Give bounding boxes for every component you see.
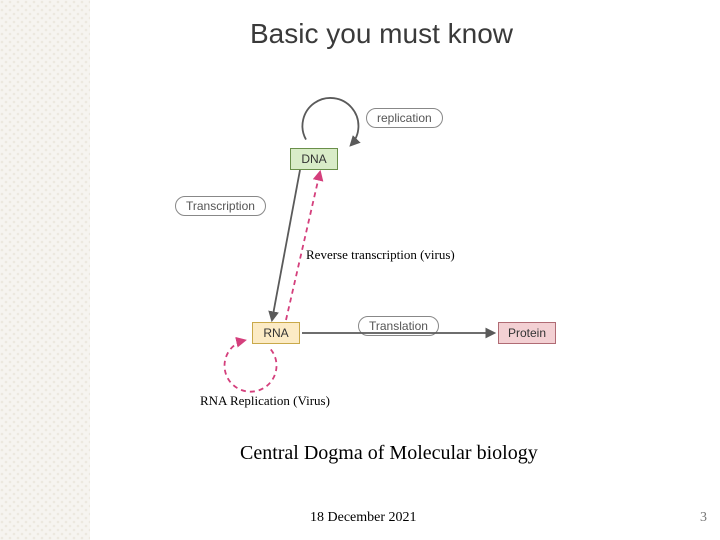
annotation-reverse-transcription: Reverse transcription (virus) [306,247,455,263]
node-dna-label: DNA [301,152,326,166]
process-transcription-label: Transcription [186,199,255,213]
page-title: Basic you must know [250,18,513,50]
slide-number: 3 [700,510,707,526]
node-rna: RNA [252,322,300,344]
node-dna: DNA [290,148,338,170]
diagram-caption: Central Dogma of Molecular biology [240,442,538,465]
process-translation: Translation [358,316,439,336]
process-replication: replication [366,108,443,128]
node-rna-label: RNA [263,326,288,340]
process-translation-label: Translation [369,319,428,333]
process-transcription: Transcription [175,196,266,216]
footer-date: 18 December 2021 [310,510,417,526]
node-protein: Protein [498,322,556,344]
node-protein-label: Protein [508,326,546,340]
process-replication-label: replication [377,111,432,125]
annotation-rna-replication: RNA Replication (Virus) [200,393,330,409]
